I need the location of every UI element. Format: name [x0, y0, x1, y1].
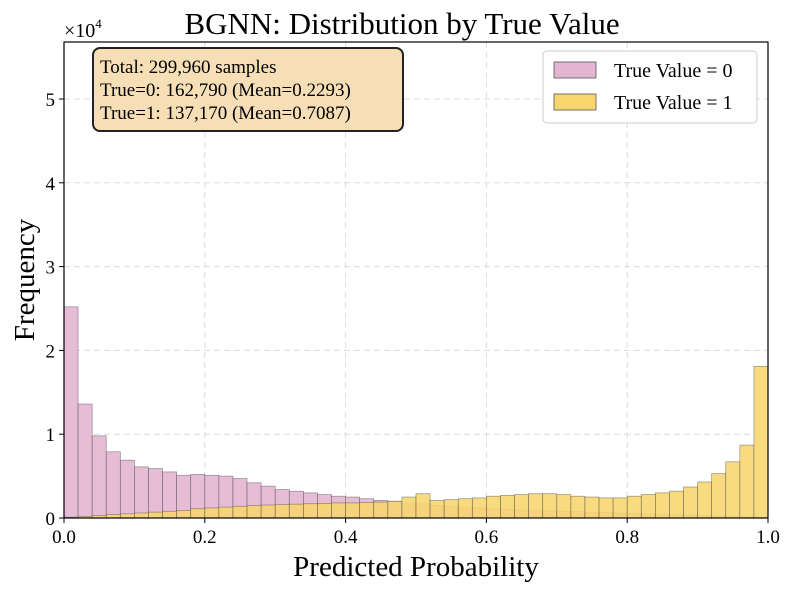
bar-series-0-bin-2 — [91, 435, 107, 519]
x-tick-label: 0.6 — [475, 527, 499, 548]
bar-series-1-bin-35 — [556, 494, 572, 519]
bar-series-1-bin-27 — [443, 499, 459, 519]
y-tick-label: 3 — [46, 258, 56, 279]
legend-label-true-0: True Value = 0 — [614, 60, 733, 82]
annotation-line-1: Total: 299,960 samples — [100, 57, 277, 78]
y-scale-factor: ×104 — [64, 16, 102, 42]
bar-series-1-bin-11 — [218, 506, 234, 519]
bar-series-1-bin-25 — [415, 493, 431, 519]
bar-series-1-bin-8 — [176, 510, 192, 519]
bar-series-0-bin-0 — [63, 306, 79, 519]
bar-series-1-bin-38 — [598, 497, 614, 519]
bar-series-1-bin-19 — [331, 502, 346, 519]
x-tick-label: 0.2 — [193, 527, 217, 548]
bar-series-1-bin-40 — [626, 495, 642, 519]
legend-label-true-1: True Value = 1 — [614, 92, 733, 114]
bar-series-1-bin-7 — [162, 510, 177, 519]
y-tick-label: 5 — [46, 90, 56, 111]
x-tick-label: 0.0 — [52, 527, 76, 548]
bar-series-1-bin-39 — [612, 497, 628, 519]
bar-series-1-bin-29 — [471, 497, 487, 519]
bar-series-1-bin-31 — [500, 495, 515, 519]
y-axis-label: Frequency — [9, 218, 41, 341]
grid-lines — [64, 42, 768, 518]
y-tick-label: 1 — [46, 425, 56, 446]
bar-series-1-bin-46 — [711, 473, 727, 519]
bar-series-1-bin-45 — [697, 481, 713, 519]
bar-series-1-bin-32 — [514, 494, 529, 519]
bar-series-1-bin-10 — [204, 507, 220, 519]
legend: True Value = 0 True Value = 1 — [542, 50, 758, 124]
y-axis-ticks: 0 1 2 3 4 5 — [46, 90, 64, 530]
bar-series-1-bin-30 — [486, 495, 501, 519]
chart-title: BGNN: Distribution by True Value — [184, 6, 619, 41]
x-axis-ticks: 0.0 0.2 0.4 0.6 0.8 1.0 — [52, 518, 780, 548]
bar-series-1-bin-48 — [739, 444, 755, 519]
bar-series-1-bin-47 — [725, 461, 741, 519]
bar-series-0-bin-1 — [77, 403, 93, 519]
x-axis-label: Predicted Probability — [293, 551, 539, 583]
bar-series-1-bin-22 — [373, 501, 389, 519]
annotation-box — [92, 47, 404, 132]
bar-series-0-bin-5 — [134, 466, 149, 519]
bar-series-1-bin-28 — [457, 498, 473, 519]
y-tick-label: 4 — [46, 174, 56, 195]
legend-swatch-true-0 — [553, 61, 597, 79]
axes-frame — [63, 41, 769, 519]
summary-annotation: Total: 299,960 samples True=0: 162,790 (… — [92, 47, 404, 132]
bar-series-1-bin-20 — [345, 502, 361, 519]
bar-series-1-bin-37 — [584, 496, 600, 519]
bar-series-1-bin-13 — [246, 505, 262, 519]
bar-series-1-bin-36 — [570, 495, 586, 519]
bar-series-1-bin-14 — [260, 504, 276, 519]
bar-series-1-bin-12 — [232, 505, 248, 519]
bar-series-1-bin-18 — [317, 502, 332, 519]
x-tick-label: 1.0 — [756, 527, 780, 548]
bar-series-0-bin-4 — [119, 459, 135, 519]
y-scale-base: ×10 — [64, 20, 95, 42]
y-tick-label: 2 — [46, 341, 56, 362]
bar-series-1-bin-15 — [274, 504, 290, 519]
annotation-line-3: True=1: 137,170 (Mean=0.7087) — [100, 103, 351, 124]
bar-series-1-bin-21 — [359, 502, 375, 519]
bar-series-1-bin-9 — [190, 508, 206, 519]
x-tick-label: 0.4 — [334, 527, 358, 548]
bar-series-1-bin-24 — [401, 496, 417, 519]
bar-series-1-bin-34 — [542, 493, 558, 519]
legend-box — [542, 50, 758, 124]
bar-series-1-bin-44 — [683, 486, 698, 519]
annotation-line-2: True=0: 162,790 (Mean=0.2293) — [100, 80, 351, 101]
bar-series-1-bin-49 — [753, 365, 769, 519]
bar-series-1-bin-23 — [387, 500, 403, 519]
bar-series-0-bin-3 — [105, 451, 121, 519]
bar-series-1-bin-17 — [303, 503, 318, 519]
bar-series-0-bin-6 — [148, 468, 163, 519]
legend-swatch-true-1 — [553, 93, 597, 111]
bar-series-1-bin-4 — [119, 513, 135, 519]
bar-series-1-bin-33 — [528, 493, 544, 519]
bar-series-1-bin-16 — [288, 503, 304, 519]
bar-series-1-bin-41 — [640, 494, 656, 519]
bar-series-1-bin-5 — [134, 512, 149, 519]
bar-series-1-bin-26 — [429, 500, 445, 519]
y-tick-label: 0 — [46, 509, 56, 530]
bar-series-1-bin-43 — [669, 490, 684, 519]
x-tick-label: 0.8 — [615, 527, 639, 548]
series-true-1-bars — [63, 365, 769, 519]
bar-series-1-bin-6 — [148, 511, 163, 519]
bar-series-1-bin-42 — [655, 492, 670, 519]
y-scale-exponent: 4 — [95, 16, 102, 31]
